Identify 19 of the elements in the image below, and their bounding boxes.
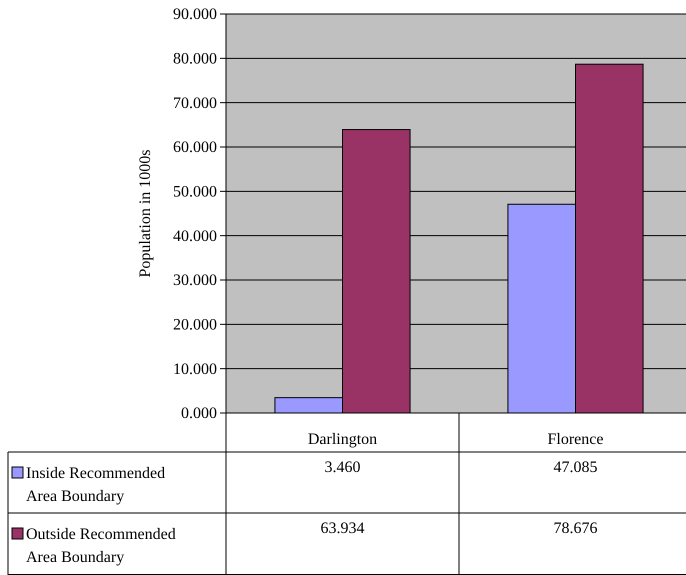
y-tick-label: 90.000 [173,6,217,24]
x-tick-label: Florence [548,431,604,448]
y-tick-label: 0.000 [181,405,217,422]
y-tick-label: 70.000 [173,94,217,112]
y-axis-title: Population in 1000s [137,149,154,278]
y-tick-label: 40.000 [173,228,217,245]
y-tick-label: 20.000 [173,316,217,334]
legend-label: Outside Recommended Area Boundary [26,526,176,566]
data-label: 3.460 [324,459,360,476]
data-label: 78.676 [554,520,598,537]
y-tick-label: 50.000 [173,183,217,200]
data-label: 47.085 [554,459,598,476]
y-tick-label: 30.000 [173,272,217,290]
x-tick-label: Darlington [308,431,378,448]
y-tick-label: 80.000 [173,50,217,68]
legend-label: Inside Recommended Area Boundary [26,465,166,505]
y-tick-label: 10.000 [173,360,217,378]
y-tick-label: 60.000 [173,139,217,156]
data-label: 63.934 [320,520,364,537]
